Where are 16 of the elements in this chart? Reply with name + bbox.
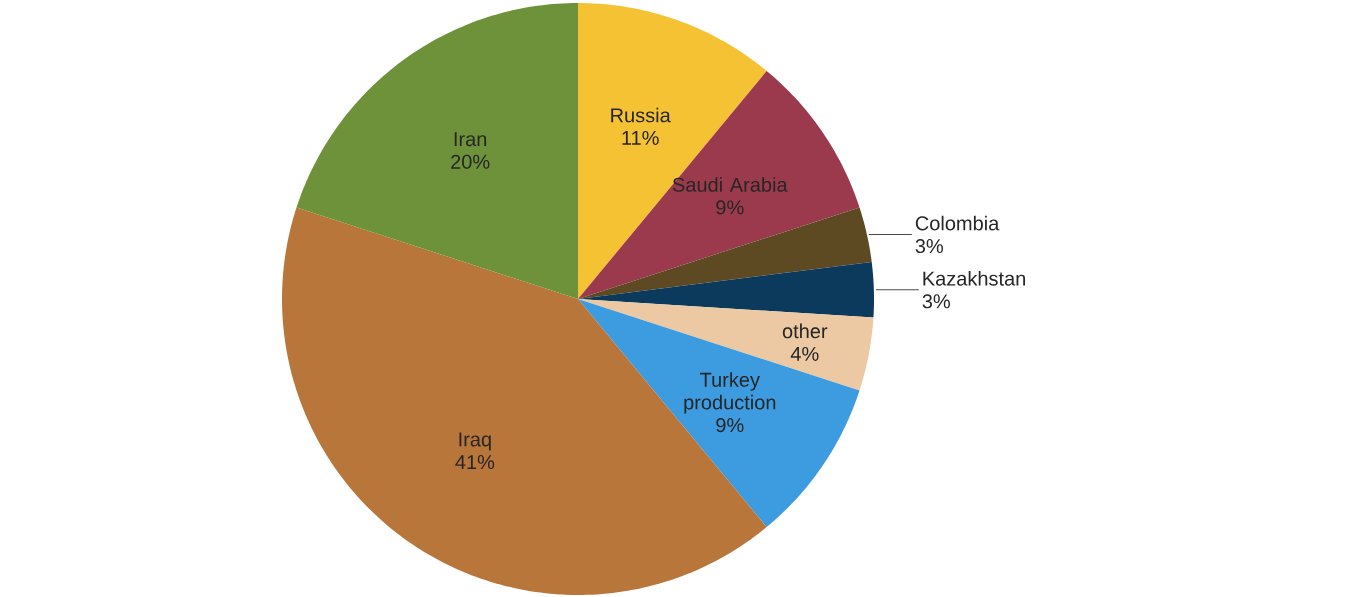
data-label: 41% [455, 455, 495, 470]
slice-label: Russia [611, 107, 671, 123]
slice-label: Iran [454, 132, 487, 147]
slice-label: Kazakhstan [923, 271, 1026, 286]
data-label: 9% [716, 200, 744, 215]
slice-label: other [782, 323, 828, 339]
data-label: 4% [790, 346, 819, 361]
slice-label: Saudi Arabia [672, 177, 788, 192]
data-label: 9% [716, 417, 744, 433]
data-label: 3% [922, 294, 950, 309]
data-label: 11% [622, 130, 659, 145]
slice-label: Colombia [915, 215, 1000, 231]
data-label: 3% [915, 238, 943, 254]
data-label: 20% [451, 154, 490, 169]
slice-label: Turkey production [684, 372, 776, 414]
slice-label: Iraq [459, 432, 491, 451]
